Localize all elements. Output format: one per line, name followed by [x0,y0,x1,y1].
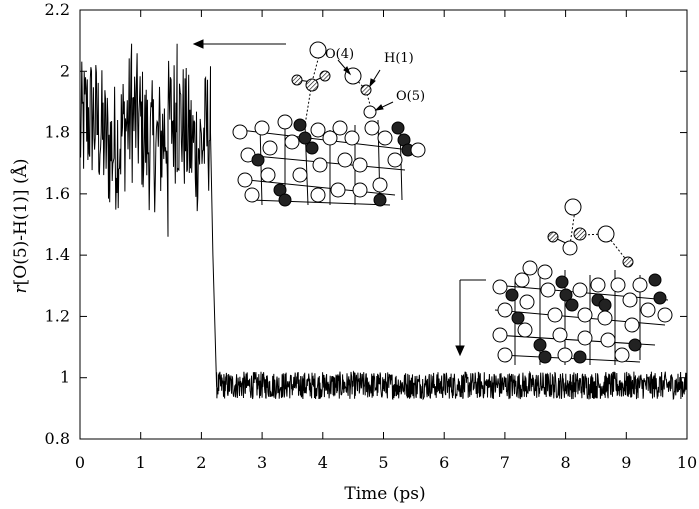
x-tick-label: 0 [75,453,85,472]
molecule-inset-after [492,198,673,365]
x-tick-label: 7 [500,453,510,472]
x-tick-label: 1 [136,453,146,472]
x-tick-label: 4 [318,453,328,472]
y-tick-label: 1.6 [45,184,70,203]
y-tick-label: 1.4 [45,245,70,264]
y-tick-label: 0.8 [45,429,70,448]
x-tick-label: 2 [196,453,206,472]
x-tick-label: 8 [561,453,571,472]
x-tick-label: 10 [677,453,697,472]
arrow-to-upper-inset [192,39,286,49]
x-tick-label: 5 [378,453,388,472]
data-series [79,43,688,401]
y-tick-label: 1.2 [45,306,70,325]
y-tick-label: 1 [60,368,70,387]
x-tick-label: 6 [439,453,449,472]
x-axis: 0 1 2 3 4 5 6 7 8 9 10 [75,10,697,472]
y-axis-title-italic: r [11,285,31,294]
label-o5: O(5) [396,89,425,104]
y-axis-title-rest: [O(5)-H(1)] (Å) [10,158,31,285]
y-tick-label: 2.2 [45,0,70,19]
series-line [79,43,688,401]
label-o4: O(4) [325,47,354,62]
molecule-inset-before: O(4) H(1) O(5) [232,41,426,207]
y-axis: 0.8 1 1.2 1.4 1.6 1.8 2 2.2 [45,0,687,448]
y-tick-label: 1.8 [45,123,70,142]
arrow-to-lower-inset [455,279,486,357]
y-axis-title: r[O(5)-H(1)] (Å) [10,158,31,293]
y-tick-label: 2 [60,61,70,80]
label-h1: H(1) [384,51,414,66]
x-tick-label: 9 [621,453,631,472]
x-tick-label: 3 [257,453,267,472]
x-axis-title: Time (ps) [344,484,425,504]
